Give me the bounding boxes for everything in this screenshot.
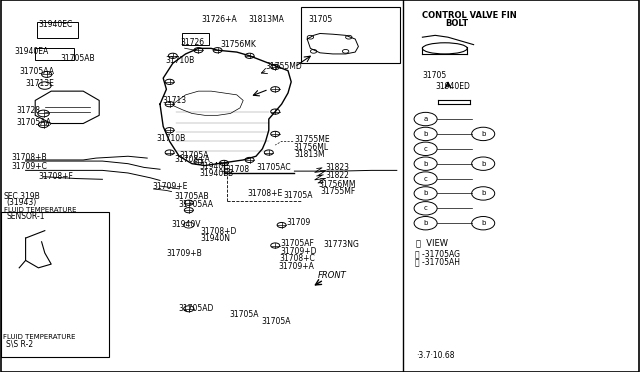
Text: ⓐ  VIEW: ⓐ VIEW (416, 238, 448, 247)
Text: CONTROL VALVE FIN: CONTROL VALVE FIN (422, 11, 517, 20)
Text: 31708+C: 31708+C (279, 254, 315, 263)
Text: 31755MF: 31755MF (320, 187, 355, 196)
Text: 31755ME: 31755ME (294, 135, 330, 144)
Text: 31708+E: 31708+E (247, 189, 282, 198)
Text: 31708+A: 31708+A (174, 155, 210, 164)
Text: b: b (424, 220, 428, 226)
Text: c: c (424, 205, 428, 211)
Text: 31726+A: 31726+A (202, 15, 237, 24)
Text: 31940EC: 31940EC (38, 20, 73, 29)
Text: SENSOR-1: SENSOR-1 (6, 212, 45, 221)
Text: 31713: 31713 (162, 96, 186, 105)
Text: 31709+E: 31709+E (152, 182, 188, 190)
Text: b: b (481, 131, 485, 137)
Text: 31726: 31726 (180, 38, 205, 46)
Text: 31705AD: 31705AD (178, 304, 213, 312)
Text: 31705A: 31705A (229, 310, 259, 319)
Text: 31708: 31708 (225, 165, 250, 174)
FancyBboxPatch shape (182, 33, 209, 45)
Text: 31705A: 31705A (261, 317, 291, 326)
Text: 31710B: 31710B (157, 134, 186, 143)
Text: c: c (424, 176, 428, 182)
Text: S\S R-2: S\S R-2 (6, 340, 33, 349)
Text: 31705AB: 31705AB (174, 192, 209, 201)
Text: FLUID TEMPERATURE: FLUID TEMPERATURE (3, 334, 76, 340)
Text: 31705: 31705 (308, 15, 333, 24)
Text: 31705AA: 31705AA (19, 67, 54, 76)
Text: 31708+F: 31708+F (38, 171, 73, 180)
Text: 31705: 31705 (422, 71, 447, 80)
Text: 31709+A: 31709+A (278, 262, 314, 270)
Text: (31943): (31943) (6, 198, 36, 207)
Text: 31709+D: 31709+D (280, 247, 317, 256)
Text: 31708+B: 31708+B (12, 153, 47, 162)
Text: 31705A: 31705A (179, 151, 209, 160)
Text: 31705AA: 31705AA (178, 200, 213, 209)
Text: 31705AA: 31705AA (16, 118, 51, 126)
Text: 31710B: 31710B (165, 56, 195, 65)
Text: 31705AB: 31705AB (61, 54, 95, 63)
Text: b: b (424, 131, 428, 137)
Text: b: b (481, 220, 485, 226)
Text: 31709+B: 31709+B (166, 249, 202, 258)
Text: 31940N: 31940N (200, 234, 230, 243)
Text: b: b (424, 190, 428, 196)
Text: 31813MA: 31813MA (248, 15, 284, 24)
Text: BOLT: BOLT (445, 19, 468, 28)
Text: 31756MM: 31756MM (319, 180, 356, 189)
Text: 31773NG: 31773NG (323, 240, 359, 248)
Text: 31940E: 31940E (200, 162, 228, 171)
Text: 31728: 31728 (16, 106, 40, 115)
Text: 31705A: 31705A (284, 191, 313, 200)
Text: 31709: 31709 (287, 218, 311, 227)
Text: 31940EA: 31940EA (14, 47, 49, 56)
Text: a: a (424, 116, 428, 122)
Text: b: b (481, 161, 485, 167)
Text: 31940EB: 31940EB (200, 169, 234, 178)
Text: b: b (424, 161, 428, 167)
Text: ⓑ -31705AG: ⓑ -31705AG (415, 250, 460, 259)
Text: ·3.7·10.68: ·3.7·10.68 (416, 351, 454, 360)
Text: FLUID TEMPERATURE: FLUID TEMPERATURE (4, 207, 76, 213)
Text: 31705AF: 31705AF (280, 238, 314, 247)
Text: ⓒ -31705AH: ⓒ -31705AH (415, 257, 460, 266)
Text: 31756ML: 31756ML (293, 142, 328, 151)
Text: b: b (481, 190, 485, 196)
FancyBboxPatch shape (37, 22, 78, 38)
Text: 31713E: 31713E (26, 79, 54, 88)
Text: 31823: 31823 (325, 163, 349, 172)
Text: 31940V: 31940V (172, 220, 201, 229)
Text: 31813M: 31813M (294, 150, 325, 159)
Text: 31708+D: 31708+D (200, 227, 237, 236)
Text: 31756MK: 31756MK (221, 40, 257, 49)
Text: c: c (424, 146, 428, 152)
Text: 31705AC: 31705AC (256, 163, 291, 172)
Text: 31940ED: 31940ED (435, 81, 470, 90)
Text: SEC.319B: SEC.319B (4, 192, 40, 201)
Text: 31755MD: 31755MD (266, 62, 302, 71)
Text: 31709+C: 31709+C (12, 162, 47, 171)
Text: FRONT: FRONT (317, 271, 346, 280)
Text: 31822: 31822 (325, 171, 349, 180)
